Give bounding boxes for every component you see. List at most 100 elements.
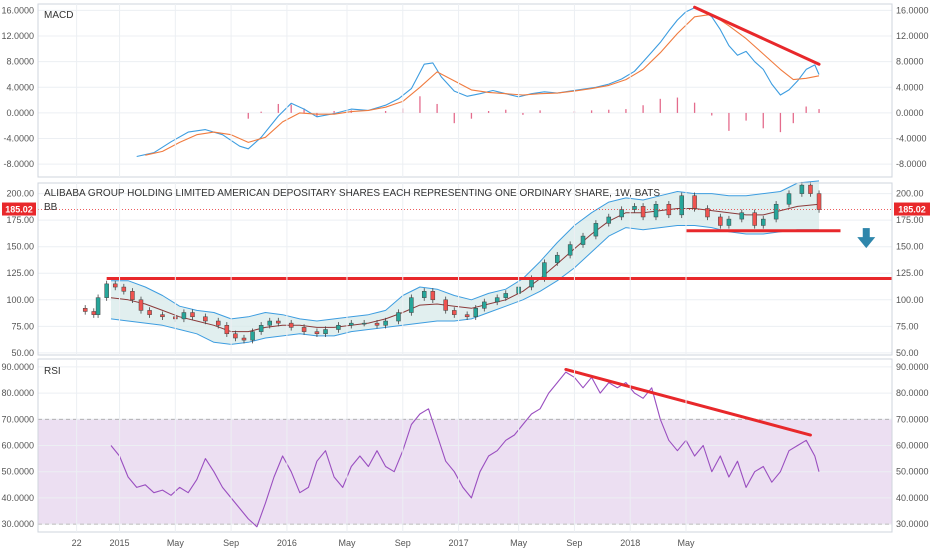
x-tick-label: May bbox=[678, 538, 696, 548]
y-tick-label-right: 8.0000 bbox=[896, 57, 924, 67]
y-tick-label-right: 125.00 bbox=[896, 268, 924, 278]
candle-body bbox=[494, 297, 500, 303]
candle-body bbox=[267, 320, 272, 326]
x-tick-label: Sep bbox=[223, 538, 239, 548]
x-tick-label: 22 bbox=[72, 538, 82, 548]
y-tick-label-left: 90.0000 bbox=[1, 362, 34, 372]
bb-upper-line bbox=[111, 180, 820, 322]
x-tick-label: Sep bbox=[566, 538, 582, 548]
candle-body bbox=[314, 331, 320, 335]
candle-body bbox=[726, 218, 732, 226]
candle-body bbox=[580, 235, 586, 245]
x-tick-label: May bbox=[338, 538, 356, 548]
y-tick-label-left: 175.00 bbox=[6, 215, 34, 225]
y-tick-label-left: 70.0000 bbox=[1, 414, 34, 424]
candle-body bbox=[443, 299, 448, 311]
y-tick-label-right: 175.00 bbox=[896, 215, 924, 225]
y-tick-label-left: 50.00 bbox=[11, 348, 34, 358]
candle-body bbox=[464, 314, 470, 318]
price-title: ALIBABA GROUP HOLDING LIMITED AMERICAN D… bbox=[44, 188, 660, 199]
candle-body bbox=[808, 184, 813, 194]
candle-body bbox=[705, 208, 710, 218]
candle-body bbox=[374, 322, 380, 326]
candle-body bbox=[224, 325, 230, 335]
y-tick-label-left: 4.0000 bbox=[6, 82, 34, 92]
candle-body bbox=[503, 293, 509, 298]
candle-body bbox=[555, 254, 560, 263]
last-price-tag-left bbox=[2, 202, 36, 216]
time-axis[interactable]: 22 2015 May Sep 2016 May Sep 2017 May Sep 2018 May bbox=[72, 4, 695, 548]
x-tick-label: May bbox=[167, 538, 185, 548]
last-price-tag-right bbox=[894, 202, 930, 216]
y-tick-label-left: 50.0000 bbox=[1, 467, 34, 477]
candle-body bbox=[816, 193, 822, 210]
y-tick-label-left: 8.0000 bbox=[6, 57, 34, 67]
y-tick-label-left: 30.0000 bbox=[1, 519, 34, 529]
price-pane[interactable]: 200.00 200.00 175.00 175.00 150.00 150.00 125.… bbox=[2, 180, 930, 358]
y-tick-label-right: 12.0000 bbox=[896, 31, 929, 41]
candle-body bbox=[593, 223, 599, 237]
y-tick-label-left: 100.00 bbox=[6, 295, 34, 305]
candle-body bbox=[130, 291, 135, 301]
x-tick-label: Sep bbox=[395, 538, 411, 548]
candle-body bbox=[383, 320, 388, 326]
candle-body bbox=[619, 209, 624, 218]
y-tick-label-left: -4.0000 bbox=[3, 134, 34, 144]
candle-body bbox=[452, 310, 457, 315]
y-tick-label-left: 40.0000 bbox=[1, 493, 34, 503]
rsi-pane[interactable]: 90.0000 90.0000 80.0000 80.0000 70.0000 70.00… bbox=[1, 358, 929, 533]
y-tick-label-left: 75.00 bbox=[11, 321, 34, 331]
x-tick-label: 2018 bbox=[620, 538, 640, 548]
y-tick-label-right: 4.0000 bbox=[896, 82, 924, 92]
pane-frame bbox=[37, 182, 893, 356]
candle-body bbox=[95, 297, 101, 315]
candle-body bbox=[679, 195, 684, 216]
rsi-title: RSI bbox=[44, 366, 61, 377]
candle-body bbox=[250, 331, 255, 341]
y-tick-label-right: 16.0000 bbox=[896, 5, 929, 15]
candle-body bbox=[112, 283, 118, 288]
candle-body bbox=[799, 184, 805, 194]
y-tick-label-left: 12.0000 bbox=[1, 31, 34, 41]
y-tick-label-right: -8.0000 bbox=[896, 159, 927, 169]
y-tick-label-right: 50.0000 bbox=[896, 467, 929, 477]
candle-body bbox=[773, 203, 779, 220]
candle-body bbox=[323, 329, 328, 335]
candle-body bbox=[761, 218, 766, 226]
candle-body bbox=[752, 212, 757, 226]
y-tick-label-left: 0.0000 bbox=[6, 108, 34, 118]
candle-body bbox=[82, 308, 88, 312]
y-tick-label-right: 75.00 bbox=[896, 321, 919, 331]
y-tick-label-right: 150.00 bbox=[896, 242, 924, 252]
y-tick-label-left: 200.00 bbox=[6, 189, 34, 199]
y-tick-label-right: 100.00 bbox=[896, 295, 924, 305]
last-price-label-left: 185.02 bbox=[5, 205, 33, 215]
y-tick-label-left: 125.00 bbox=[6, 268, 34, 278]
y-tick-label-left: -8.0000 bbox=[3, 159, 34, 169]
candle-body bbox=[739, 212, 745, 220]
y-tick-label-left: 60.0000 bbox=[1, 441, 34, 451]
rsi-line bbox=[110, 371, 820, 528]
candle-body bbox=[104, 283, 109, 298]
candle-body bbox=[241, 337, 247, 341]
rsi-divergence-trendline[interactable] bbox=[564, 367, 812, 437]
y-tick-label-right: 30.0000 bbox=[896, 519, 929, 529]
candle-body bbox=[288, 322, 294, 328]
last-price-label-right: 185.02 bbox=[898, 205, 926, 215]
candle-body bbox=[542, 262, 547, 279]
candle-body bbox=[301, 327, 307, 332]
candle-body bbox=[138, 299, 144, 311]
macd-divergence-trendline[interactable] bbox=[693, 5, 821, 66]
candle-body bbox=[396, 312, 401, 322]
candle-body bbox=[421, 291, 427, 298]
y-tick-label-right: 0.0000 bbox=[896, 108, 924, 118]
candle-body bbox=[349, 322, 354, 326]
candle-body bbox=[606, 216, 612, 224]
candle-body bbox=[215, 320, 221, 326]
candle-body bbox=[718, 216, 723, 226]
candle-body bbox=[473, 308, 478, 318]
y-tick-label-right: -4.0000 bbox=[896, 134, 927, 144]
macd-pane[interactable]: 16.0000 16.0000 12.0000 12.0000 8.0000 8.0000… bbox=[1, 3, 929, 178]
candle-body bbox=[233, 333, 238, 339]
bb-indicator-label: BB bbox=[44, 202, 58, 213]
